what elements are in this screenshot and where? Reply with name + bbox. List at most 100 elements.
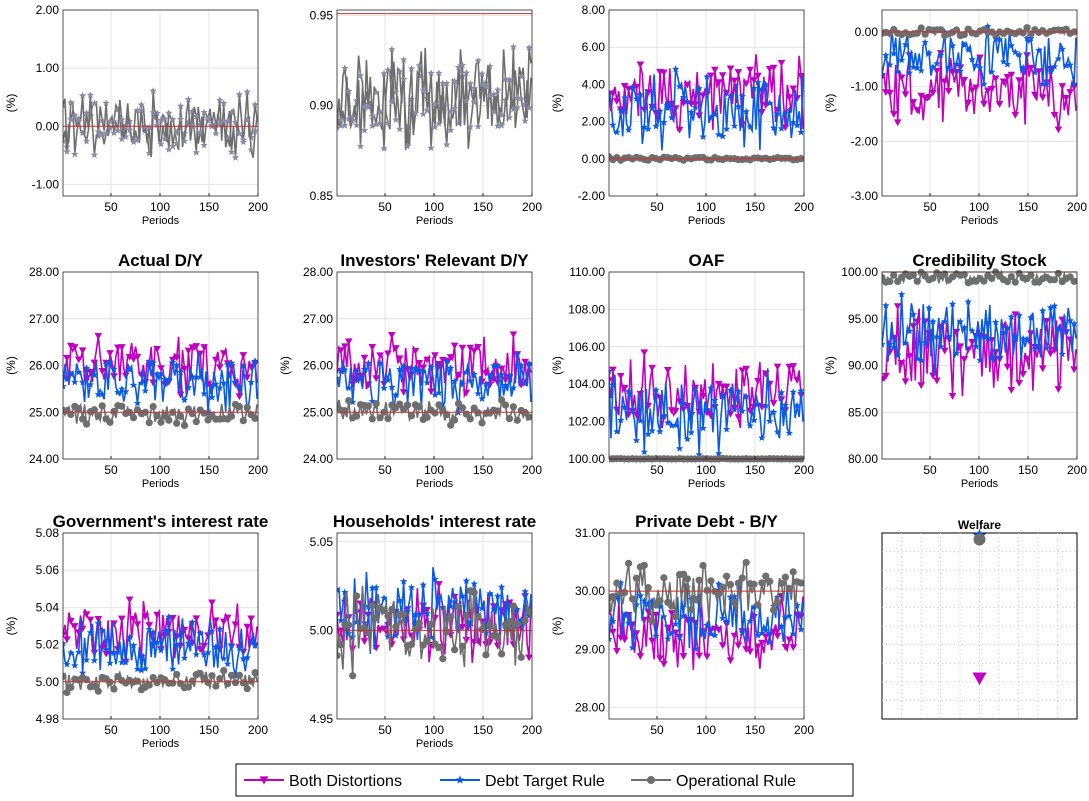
series-point: [1054, 269, 1062, 277]
series-point: [165, 109, 173, 117]
series-point: [781, 109, 789, 117]
series-point: [196, 669, 204, 678]
series-point: [750, 416, 758, 424]
series-point: [691, 385, 699, 392]
series-point: [1003, 60, 1011, 68]
series-point: [933, 59, 941, 67]
series-point: [525, 44, 532, 51]
series-point: [462, 637, 471, 644]
series-point: [79, 378, 87, 386]
series-point: [1050, 62, 1059, 70]
series-point: [754, 78, 762, 86]
series-point: [770, 408, 778, 416]
series-point: [929, 274, 937, 282]
series-point: [660, 412, 668, 419]
series-point: [718, 72, 727, 80]
series-point: [243, 88, 251, 95]
series-point: [770, 606, 778, 614]
series-point: [216, 625, 224, 633]
series-point: [380, 625, 388, 633]
panel-title: OAF: [689, 251, 725, 270]
series-point: [153, 370, 161, 378]
series-point: [1039, 80, 1047, 88]
series-point: [609, 592, 617, 601]
series-point: [730, 405, 738, 413]
series-point: [122, 387, 130, 395]
series-point: [722, 383, 731, 391]
series-point: [478, 419, 486, 427]
series-point: [94, 390, 102, 398]
series-point: [392, 88, 400, 95]
series-point: [337, 116, 345, 124]
series-point: [388, 605, 396, 613]
series-layer: [63, 87, 258, 161]
series-point: [625, 126, 633, 134]
series-point: [352, 592, 361, 600]
y-tick-label: -1.00: [851, 80, 879, 94]
series-point: [368, 397, 376, 405]
y-tick-label: 28.00: [303, 265, 333, 279]
series-point: [719, 392, 727, 400]
series-point: [122, 133, 130, 140]
series-point: [431, 352, 439, 360]
series-point: [525, 104, 532, 111]
series-point: [1007, 272, 1015, 281]
series-point: [1058, 45, 1066, 53]
series-point: [90, 99, 98, 107]
series-point: [376, 359, 384, 367]
series-line-debt-target-rule: [337, 354, 532, 413]
series-point: [972, 84, 980, 92]
series-point: [133, 106, 142, 114]
series-point: [711, 66, 719, 74]
series-point: [960, 41, 968, 49]
series-point: [703, 405, 711, 413]
series-point: [921, 338, 929, 346]
series-point: [458, 380, 466, 388]
series-point: [1046, 67, 1055, 75]
series-point: [415, 619, 423, 627]
series-point: [785, 106, 793, 114]
series-point: [447, 364, 455, 372]
series-point: [1023, 356, 1031, 363]
series-point: [79, 669, 87, 676]
panel-title: Households' interest rate: [333, 512, 536, 531]
series-point: [356, 373, 365, 381]
y-axis-label: (%): [823, 94, 837, 113]
series-point: [176, 412, 185, 420]
series-point: [372, 614, 380, 622]
series-point: [1007, 71, 1016, 79]
series-point: [609, 90, 613, 98]
series-point: [742, 365, 750, 373]
welfare-point-operational-rule: [973, 533, 986, 546]
series-point: [384, 350, 392, 358]
series-point: [746, 648, 754, 656]
legend-label-operational-rule: Operational Rule: [676, 773, 796, 790]
series-point: [660, 612, 668, 620]
series-point: [945, 63, 953, 71]
series-point: [392, 115, 400, 123]
series-point: [917, 92, 925, 100]
legend: Both Distortions Debt Target Rule Operatio…: [235, 763, 854, 797]
series-point: [239, 679, 247, 687]
series-point: [447, 613, 455, 621]
series-point: [513, 350, 521, 358]
series-point: [613, 647, 621, 655]
series-point: [901, 91, 910, 99]
x-tick-label: 50: [650, 463, 664, 477]
series-point: [196, 350, 204, 358]
series-point: [427, 363, 435, 371]
series-point: [742, 392, 750, 400]
series-point: [929, 89, 937, 97]
series-point: [98, 644, 106, 652]
series-point: [609, 635, 613, 643]
series-point: [376, 119, 384, 127]
x-axis-label: Periods: [416, 738, 454, 750]
series-point: [719, 583, 727, 591]
y-tick-label: -3.00: [851, 189, 879, 203]
x-tick-label: 50: [104, 463, 118, 477]
series-point: [750, 84, 758, 92]
series-point: [972, 342, 980, 350]
series-point: [94, 128, 102, 135]
series-point: [777, 622, 786, 630]
series-point: [521, 358, 529, 366]
